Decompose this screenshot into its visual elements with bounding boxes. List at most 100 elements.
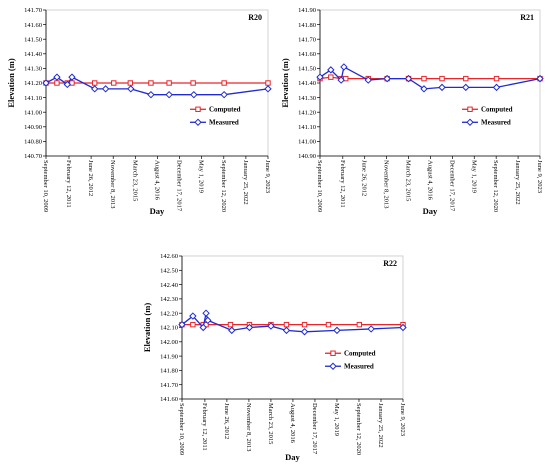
data-point-computed <box>328 74 334 80</box>
y-tick-label: 141.00 <box>24 109 42 116</box>
legend-marker-diamond <box>329 362 337 370</box>
y-tick-label: 141.90 <box>160 353 178 360</box>
data-point-measured <box>340 63 348 71</box>
panel-label: R20 <box>248 13 262 22</box>
x-tick-label: December 17, 2017 <box>448 160 455 212</box>
data-point-measured <box>228 326 236 335</box>
series-measured <box>316 63 544 93</box>
data-point-measured <box>264 85 272 93</box>
data-point-computed <box>227 321 234 328</box>
x-tick-label: September 10, 2009 <box>316 160 323 212</box>
y-tick-label: 140.90 <box>298 153 316 160</box>
x-tick-label: September 10, 2009 <box>42 160 49 212</box>
y-tick-label: 141.20 <box>24 80 42 87</box>
plot-area-border <box>319 9 541 157</box>
x-tick-label: June 9, 2023 <box>536 160 543 193</box>
legend-marker-square <box>330 350 336 356</box>
x-tick-label: January 25, 2022 <box>242 160 249 205</box>
x-tick-label: November 8, 2013 <box>383 160 390 209</box>
data-point-measured <box>300 328 309 336</box>
y-tick-label: 141.30 <box>298 95 316 102</box>
y-axis-title: Elevation (m) <box>6 58 16 108</box>
legend: Computed Measured <box>190 106 241 127</box>
data-point-measured <box>420 85 428 93</box>
panel-label: R22 <box>383 259 397 268</box>
data-point-measured <box>63 80 72 89</box>
data-point-measured <box>364 76 372 84</box>
data-point-measured <box>267 322 275 330</box>
y-tick-label: 142.00 <box>160 339 178 346</box>
y-tick-label: 141.60 <box>160 396 178 403</box>
data-point-computed <box>325 321 332 328</box>
x-tick-label: March 23, 2015 <box>267 403 274 444</box>
data-point-measured <box>316 73 324 81</box>
x-tick-label: September 12, 2020 <box>492 160 499 212</box>
y-tick-label: 141.60 <box>24 22 42 29</box>
data-point-measured <box>462 83 470 92</box>
data-point-measured <box>101 85 110 93</box>
x-tick-label: June 9, 2023 <box>264 160 271 193</box>
data-point-measured <box>53 73 61 81</box>
series-line-measured <box>45 76 269 96</box>
series-line-computed <box>319 76 540 80</box>
x-tick-label: June 26, 2012 <box>223 403 230 439</box>
x-tick-label: March 23, 2015 <box>405 160 412 201</box>
data-point-measured <box>245 323 254 332</box>
data-point-computed <box>127 80 134 86</box>
data-point-computed <box>190 80 196 86</box>
data-point-measured <box>178 320 186 329</box>
x-tick-label: June 26, 2012 <box>87 160 94 196</box>
x-tick-label: June 9, 2023 <box>399 403 406 436</box>
data-point-measured <box>68 73 76 81</box>
data-point-measured <box>147 90 155 99</box>
y-tick-label: 141.50 <box>24 36 42 43</box>
x-axis-title: Day <box>423 206 438 216</box>
y-tick-label: 141.00 <box>298 139 316 146</box>
y-tick-label: 141.80 <box>160 368 178 375</box>
x-tick-label: December 17, 2017 <box>311 403 318 455</box>
y-tick-label: 142.40 <box>160 282 178 289</box>
x-tick-label: February 12, 2011 <box>339 160 346 208</box>
legend-marker-square <box>467 106 473 112</box>
y-tick-label: 141.10 <box>24 95 42 102</box>
data-point-measured <box>383 74 391 83</box>
data-point-measured <box>327 66 335 74</box>
x-tick-label: May 1, 2019 <box>333 403 340 436</box>
legend-label: Computed <box>344 350 376 358</box>
y-tick-label: 140.80 <box>24 139 42 146</box>
data-point-measured <box>220 90 228 99</box>
data-point-measured <box>127 85 135 93</box>
series-measured <box>178 309 407 336</box>
chart-panel-r20: 140.70 140.80 140.90 141.00 141.10 141.20 141.… <box>6 7 272 216</box>
data-point-measured <box>492 83 501 92</box>
data-point-computed <box>166 80 172 86</box>
y-tick-label: 141.50 <box>298 66 316 73</box>
x-tick-label: May 1, 2019 <box>470 160 477 193</box>
y-tick-label: 142.10 <box>160 325 178 332</box>
x-tick-label: August 4, 2016 <box>426 160 433 201</box>
data-point-computed <box>301 321 308 328</box>
data-point-measured <box>202 309 210 317</box>
data-point-computed <box>91 80 98 86</box>
data-point-measured <box>337 76 345 84</box>
data-point-measured <box>90 85 99 93</box>
data-point-measured <box>165 90 173 99</box>
chart-panel-r21: 140.90 141.00 141.10 141.20 141.30 141.40 141.… <box>280 7 544 216</box>
y-tick-label: 141.40 <box>298 80 316 87</box>
legend-label: Measured <box>209 119 239 127</box>
x-tick-label: June 26, 2012 <box>361 160 368 196</box>
y-tick-label: 141.70 <box>160 382 178 389</box>
data-point-measured <box>438 83 446 92</box>
data-point-measured <box>42 79 50 87</box>
x-tick-label: August 4, 2016 <box>289 403 296 444</box>
y-tick-label: 141.10 <box>298 124 316 131</box>
y-tick-label: 140.70 <box>24 153 42 160</box>
y-tick-label: 141.40 <box>24 51 42 58</box>
series-measured <box>42 73 272 99</box>
data-point-measured <box>189 312 197 320</box>
y-tick-label: 142.50 <box>160 268 178 275</box>
legend-label: Measured <box>481 119 511 127</box>
y-tick-label: 142.20 <box>160 310 178 317</box>
data-point-computed <box>356 321 363 328</box>
y-tick-label: 141.70 <box>298 36 316 43</box>
